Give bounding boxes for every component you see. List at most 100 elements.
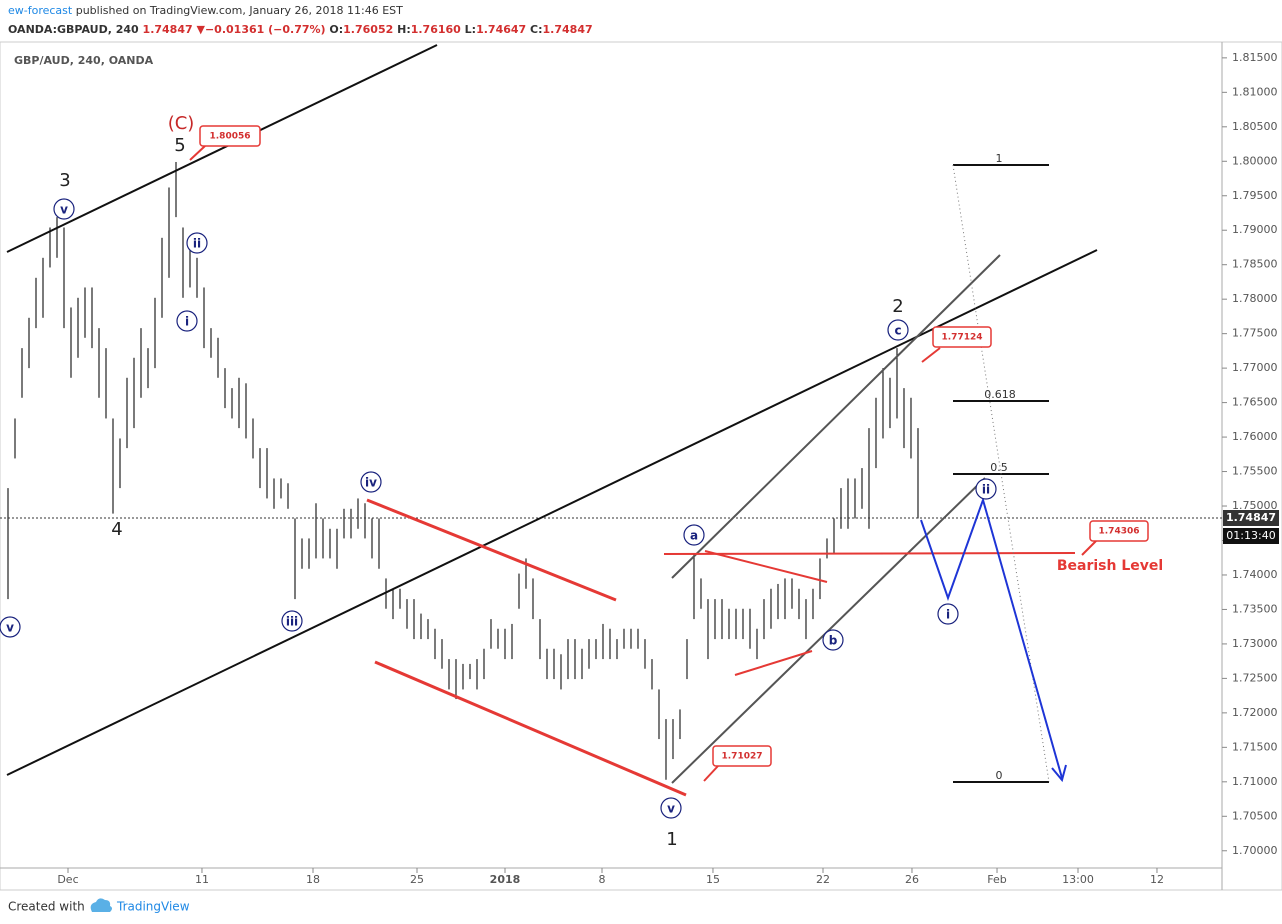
- countdown-box: [1223, 528, 1279, 544]
- y-tick-label: 1.75000: [1232, 499, 1278, 512]
- wave-circle-label: a: [690, 529, 698, 543]
- wave-circle: [975, 478, 997, 500]
- o-label: O:: [329, 23, 343, 36]
- countdown: 01:13:40: [1226, 529, 1275, 542]
- projection-arrow: [1051, 764, 1067, 783]
- pointer: [189, 145, 206, 161]
- y-tick-label: 1.76000: [1232, 430, 1278, 443]
- header: ew-forecast published on TradingView.com…: [8, 4, 593, 36]
- x-tick-label: 26: [905, 873, 919, 886]
- wave-circle: [887, 319, 909, 341]
- red-line: [366, 498, 617, 602]
- x-tick-label: 18: [306, 873, 320, 886]
- last-price: 1.74847: [1226, 511, 1276, 524]
- wave-circle-label: v: [60, 203, 68, 217]
- wave-circle-label: iv: [365, 476, 377, 490]
- h-label: H:: [397, 23, 411, 36]
- price-box-label: 1.77124: [942, 333, 983, 343]
- wave-circle: [937, 603, 959, 625]
- price-box: [1089, 520, 1149, 542]
- wave-circle-label: i: [946, 608, 950, 622]
- trend-line: [6, 44, 438, 253]
- y-tick-label: 1.71000: [1232, 775, 1278, 788]
- price-box-label: 1.80056: [210, 132, 251, 142]
- x-tick-label: 13:00: [1062, 873, 1094, 886]
- drawings: [0, 44, 1222, 797]
- wave-circle-label: ii: [193, 237, 201, 251]
- published: published on TradingView.com, January 26…: [76, 4, 403, 17]
- wave-circle-label: i: [185, 315, 189, 329]
- price-box-label: 1.71027: [722, 752, 763, 762]
- wave-labels: (C) 5 3 4 2 1: [59, 113, 903, 850]
- wave-circle: [360, 471, 382, 493]
- y-tick-label: 1.73000: [1232, 637, 1278, 650]
- c-label: C:: [530, 23, 542, 36]
- pointer: [921, 347, 941, 363]
- footer-brand[interactable]: TradingView: [116, 900, 190, 914]
- wave-circle-label: c: [894, 324, 901, 338]
- bearish-level-label: Bearish Level: [1057, 558, 1163, 574]
- x-tick-label: Dec: [57, 873, 78, 886]
- red-line: [374, 660, 687, 797]
- y-tick-label: 1.78000: [1232, 292, 1278, 305]
- fib-labels: 1 0.618 0.5 0: [984, 152, 1016, 782]
- red-line: [734, 650, 813, 676]
- y-tick-label: 1.70000: [1232, 844, 1278, 857]
- pointer: [703, 765, 719, 782]
- plot-frame: [0, 41, 1282, 891]
- y-tick-label: 1.75500: [1232, 465, 1278, 478]
- y-tick-label: 1.81500: [1232, 51, 1278, 64]
- y-tick-label: 1.81000: [1232, 85, 1278, 98]
- legend: GBP/AUD, 240, OANDA: [14, 54, 154, 67]
- y-tick-label: 1.72000: [1232, 706, 1278, 719]
- wave-label: 4: [111, 519, 122, 540]
- y-tick-label: 1.77000: [1232, 361, 1278, 374]
- x-tick-label: 22: [816, 873, 830, 886]
- wave-label: 5: [174, 135, 185, 156]
- wave-circle-label: v: [6, 621, 14, 635]
- footer-created: Created with: [8, 900, 85, 914]
- y-tick-label: 1.79500: [1232, 189, 1278, 202]
- symbol: OANDA:GBPAUD, 240: [8, 23, 139, 36]
- low: 1.74647: [476, 23, 526, 36]
- header-line: ew-forecast published on TradingView.com…: [8, 4, 403, 17]
- bars: [7, 161, 919, 780]
- wave-circle: [176, 310, 198, 332]
- wave-circle: [660, 797, 682, 819]
- fib-label: 0.5: [990, 461, 1008, 474]
- close: 1.74847: [543, 23, 593, 36]
- wave-circle-label: iii: [286, 615, 298, 629]
- arrow: ▼: [197, 23, 206, 36]
- x-tick-label: 25: [410, 873, 424, 886]
- price-box: [712, 745, 772, 767]
- wave-label: 2: [892, 296, 903, 317]
- wave-circle: [683, 524, 705, 546]
- wave-circle-label: ii: [982, 483, 990, 497]
- red-line: [704, 550, 828, 583]
- price-boxes: 1.80056 1.77124 1.71027 1.74306 Bearish …: [189, 125, 1163, 782]
- price-box: [932, 326, 992, 348]
- projection-path: [920, 496, 1063, 779]
- x-tick-label: Feb: [987, 873, 1006, 886]
- x-tick-label: 11: [195, 873, 209, 886]
- y-tick-label: 1.77500: [1232, 327, 1278, 340]
- price-axis: 1.70000 1.70500 1.71000 1.71500 1.72000 1.725…: [1222, 51, 1278, 857]
- y-tick-label: 1.78500: [1232, 258, 1278, 271]
- fib-label: 0: [996, 769, 1003, 782]
- pointer: [1081, 540, 1097, 556]
- last-price-box: [1223, 510, 1279, 526]
- wave-label: 3: [59, 170, 70, 191]
- footer: Created with TradingView: [8, 898, 190, 914]
- wave-circle: [0, 616, 21, 638]
- y-tick-label: 1.80500: [1232, 120, 1278, 133]
- y-tick-label: 1.76500: [1232, 396, 1278, 409]
- x-tick-label: 2018: [490, 873, 521, 886]
- y-tick-label: 1.73500: [1232, 602, 1278, 615]
- bearish-level-line: [663, 552, 1076, 555]
- author[interactable]: ew-forecast: [8, 4, 73, 17]
- y-tick-label: 1.74000: [1232, 568, 1278, 581]
- last: 1.74847: [143, 23, 193, 36]
- fib-label: 1: [996, 152, 1003, 165]
- l-label: L:: [465, 23, 476, 36]
